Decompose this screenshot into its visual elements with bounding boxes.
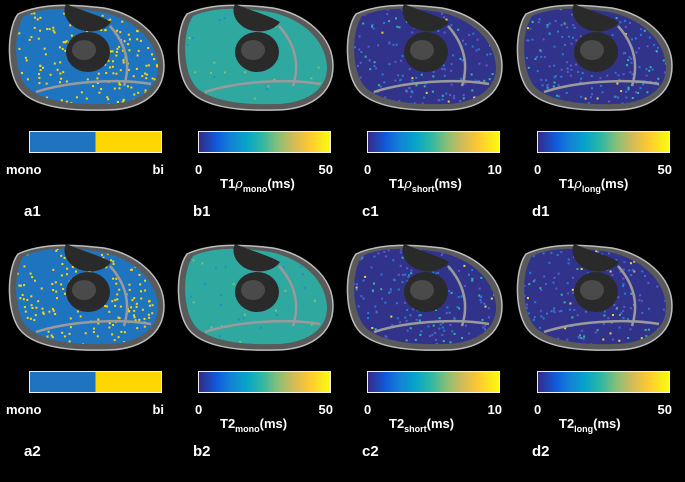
title-suffix: (ms): [259, 416, 288, 431]
colorbar-min-label: 0: [534, 402, 542, 417]
panel-label-a1: a1: [24, 203, 41, 220]
colorbar-title-b2: T2mono(ms): [220, 416, 288, 435]
title-greek: ρ: [235, 177, 243, 192]
colorbar-title-b1: T1ρmono(ms): [220, 176, 295, 195]
colorbar-min-label: mono: [6, 162, 42, 177]
title-sub: short: [404, 424, 427, 434]
mri-map-a1: [6, 4, 166, 112]
title-suffix: (ms): [593, 416, 621, 431]
colorbar-min-label: mono: [6, 402, 42, 417]
title-prefix: T2: [389, 416, 405, 431]
panel-label-b2: b2: [193, 443, 211, 460]
title-prefix: T1: [220, 176, 236, 191]
colorbar-min-label: 0: [364, 162, 372, 177]
title-sub: long: [581, 184, 601, 194]
colorbar-min-label: 0: [195, 402, 203, 417]
mri-map-c2: [344, 244, 504, 352]
colorbar-max-label: 50: [657, 402, 672, 417]
colorbar-max-label: 50: [657, 162, 672, 177]
title-suffix: (ms): [600, 176, 629, 191]
colorbar-d2: [537, 371, 670, 393]
colorbar-d1: [537, 131, 670, 153]
colorbar-max-label: bi: [152, 162, 164, 177]
title-sub: short: [411, 184, 435, 194]
title-prefix: T2: [559, 416, 575, 431]
title-sub: mono: [242, 184, 268, 194]
colorbar-max-label: bi: [152, 402, 164, 417]
panel-label-c2: c2: [362, 443, 379, 460]
panel-label-c1: c1: [362, 203, 379, 220]
mri-map-d2: [514, 244, 674, 352]
colorbar-a1: [29, 131, 162, 153]
title-greek: ρ: [404, 177, 412, 192]
colorbar-min-label: 0: [364, 402, 372, 417]
title-greek: ρ: [574, 177, 582, 192]
colorbar-min-label: 0: [534, 162, 542, 177]
mri-map-a2: [6, 244, 166, 352]
title-sub: long: [574, 424, 594, 434]
title-suffix: (ms): [267, 176, 295, 191]
mri-map-b1: [175, 4, 335, 112]
title-suffix: (ms): [426, 416, 455, 431]
colorbar-title-c2: T2short(ms): [389, 416, 455, 435]
mri-map-b2: [175, 244, 335, 352]
title-prefix: T2: [220, 416, 236, 431]
colorbar-c2: [367, 371, 500, 393]
panel-label-a2: a2: [24, 443, 41, 460]
colorbar-title-d1: T1ρlong(ms): [559, 176, 629, 195]
colorbar-title-d2: T2long(ms): [559, 416, 621, 435]
title-sub: mono: [235, 424, 260, 434]
colorbar-max-label: 50: [318, 162, 333, 177]
title-suffix: (ms): [434, 176, 462, 191]
colorbar-title-c1: T1ρshort(ms): [389, 176, 462, 195]
colorbar-max-label: 50: [318, 402, 333, 417]
colorbar-b2: [198, 371, 331, 393]
mri-map-d1: [514, 4, 674, 112]
colorbar-max-label: 10: [487, 402, 502, 417]
colorbar-b1: [198, 131, 331, 153]
mri-map-c1: [344, 4, 504, 112]
panel-label-d2: d2: [532, 443, 550, 460]
panel-label-d1: d1: [532, 203, 550, 220]
title-prefix: T1: [559, 176, 575, 191]
panel-label-b1: b1: [193, 203, 211, 220]
colorbar-min-label: 0: [195, 162, 203, 177]
title-prefix: T1: [389, 176, 405, 191]
colorbar-c1: [367, 131, 500, 153]
colorbar-max-label: 10: [487, 162, 502, 177]
colorbar-a2: [29, 371, 162, 393]
